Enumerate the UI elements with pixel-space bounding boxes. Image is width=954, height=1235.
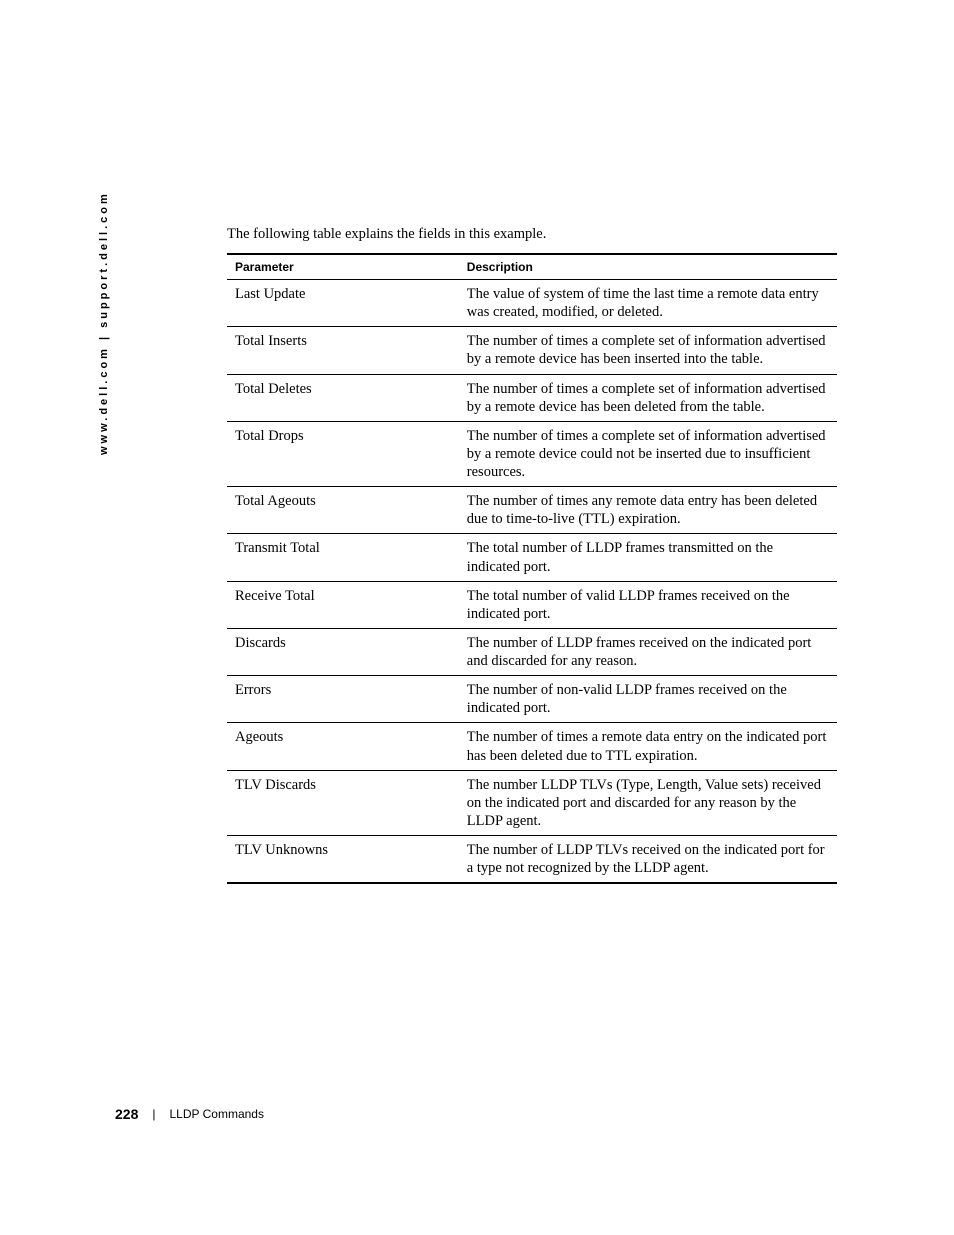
description-cell: The total number of LLDP frames transmit… (459, 534, 837, 581)
table-row: DiscardsThe number of LLDP frames receiv… (227, 628, 837, 675)
description-cell: The number of LLDP frames received on th… (459, 628, 837, 675)
table-row: Receive TotalThe total number of valid L… (227, 581, 837, 628)
parameter-cell: Total Deletes (227, 374, 459, 421)
parameter-cell: TLV Unknowns (227, 836, 459, 884)
table-row: Total InsertsThe number of times a compl… (227, 327, 837, 374)
table-row: Total DropsThe number of times a complet… (227, 421, 837, 486)
description-cell: The number LLDP TLVs (Type, Length, Valu… (459, 770, 837, 835)
description-cell: The total number of valid LLDP frames re… (459, 581, 837, 628)
parameter-cell: Receive Total (227, 581, 459, 628)
description-cell: The number of times a complete set of in… (459, 374, 837, 421)
description-cell: The number of LLDP TLVs received on the … (459, 836, 837, 884)
table-row: TLV DiscardsThe number LLDP TLVs (Type, … (227, 770, 837, 835)
parameter-cell: TLV Discards (227, 770, 459, 835)
table-row: Last UpdateThe value of system of time t… (227, 280, 837, 327)
description-cell: The number of times a remote data entry … (459, 723, 837, 770)
table-row: Total DeletesThe number of times a compl… (227, 374, 837, 421)
table-row: Total AgeoutsThe number of times any rem… (227, 487, 837, 534)
sidebar-url: www.dell.com | support.dell.com (98, 191, 110, 455)
parameter-cell: Total Drops (227, 421, 459, 486)
parameter-cell: Transmit Total (227, 534, 459, 581)
description-cell: The number of times any remote data entr… (459, 487, 837, 534)
table-row: AgeoutsThe number of times a remote data… (227, 723, 837, 770)
header-description: Description (459, 254, 837, 280)
page-number: 228 (115, 1106, 138, 1122)
parameter-cell: Discards (227, 628, 459, 675)
table-row: TLV UnknownsThe number of LLDP TLVs rece… (227, 836, 837, 884)
parameter-cell: Errors (227, 676, 459, 723)
page-footer: 228 | LLDP Commands (115, 1106, 264, 1122)
table-header-row: Parameter Description (227, 254, 837, 280)
parameter-cell: Last Update (227, 280, 459, 327)
section-name: LLDP Commands (169, 1107, 264, 1121)
description-cell: The value of system of time the last tim… (459, 280, 837, 327)
parameter-cell: Ageouts (227, 723, 459, 770)
parameter-cell: Total Ageouts (227, 487, 459, 534)
parameter-cell: Total Inserts (227, 327, 459, 374)
main-content: The following table explains the fields … (227, 226, 837, 884)
parameter-table: Parameter Description Last UpdateThe val… (227, 253, 837, 884)
description-cell: The number of times a complete set of in… (459, 327, 837, 374)
description-cell: The number of times a complete set of in… (459, 421, 837, 486)
intro-text: The following table explains the fields … (227, 226, 837, 243)
header-parameter: Parameter (227, 254, 459, 280)
table-row: Transmit TotalThe total number of LLDP f… (227, 534, 837, 581)
description-cell: The number of non-valid LLDP frames rece… (459, 676, 837, 723)
footer-divider: | (152, 1107, 155, 1121)
table-row: ErrorsThe number of non-valid LLDP frame… (227, 676, 837, 723)
